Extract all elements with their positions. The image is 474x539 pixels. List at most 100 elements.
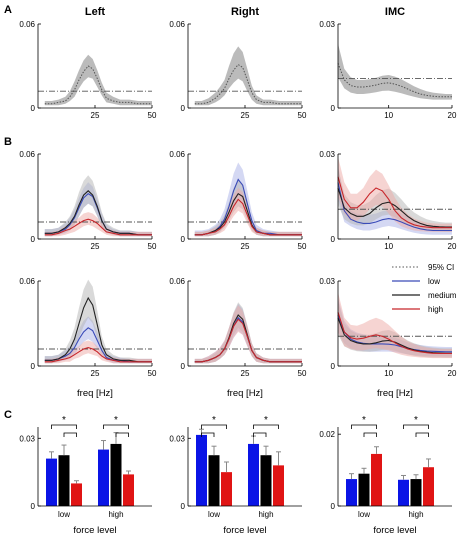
y-tick-label: 0	[31, 104, 36, 113]
significance-bracket	[351, 424, 377, 429]
bar-medium-high	[260, 455, 272, 506]
category-label-low: low	[58, 510, 70, 519]
ci-band-medium	[44, 54, 152, 106]
mean-line-low	[194, 178, 302, 236]
force-level-label-right: force level	[223, 525, 266, 536]
ci-band-medium	[194, 46, 302, 106]
y-tick-label: 0	[181, 502, 186, 511]
bar-low-low	[46, 458, 57, 506]
panel-a-right: 25 50 0 0.06	[169, 20, 307, 120]
y-tick-label: 0	[331, 502, 336, 511]
y-tick-label: 0.03	[169, 434, 185, 443]
ci-band-high	[194, 305, 302, 364]
y-tick-label: 0.03	[19, 434, 35, 443]
bar-medium-low	[358, 473, 370, 506]
category-label-high: high	[108, 510, 123, 519]
panel-a-left: 25 50 0 0.06	[19, 20, 157, 120]
force-level-label-left: force level	[73, 525, 116, 536]
bar-low-high	[248, 443, 259, 506]
y-tick-label: 0	[181, 235, 186, 244]
significance-bracket	[415, 432, 429, 437]
mean-line-high	[337, 176, 452, 229]
significance-star: *	[414, 415, 418, 426]
x-tick-label: 20	[448, 369, 457, 378]
bar-low-high	[98, 449, 109, 506]
y-tick-label: 0	[331, 362, 336, 371]
panel-b2-imc: 10 20 0 0.03	[319, 277, 457, 378]
bar-medium-low	[58, 455, 70, 506]
y-tick-label: 0	[181, 104, 186, 113]
bar-high-high	[123, 474, 134, 506]
x-axis-label-left: freq [Hz]	[77, 388, 113, 399]
mean-line-high	[44, 218, 152, 236]
legend-label-ci: 95% CI	[428, 263, 454, 272]
x-tick-label: 50	[298, 242, 307, 251]
column-title-right: Right	[231, 6, 259, 18]
x-axis-label-right: freq [Hz]	[227, 388, 263, 399]
significance-star: *	[264, 415, 268, 426]
bar-medium-high	[110, 443, 122, 506]
y-tick-label: 0	[331, 235, 336, 244]
x-axis-label-imc: freq [Hz]	[377, 388, 413, 399]
bar-high-low	[71, 483, 82, 506]
force-level-label-imc: force level	[373, 525, 416, 536]
bar-low-high	[398, 479, 409, 506]
significance-star: *	[212, 415, 216, 426]
significance-bracket	[201, 424, 227, 429]
ci-band-medium	[44, 279, 152, 364]
significance-bracket	[51, 424, 77, 429]
x-tick-label: 25	[241, 369, 250, 378]
significance-bracket	[403, 424, 429, 429]
y-tick-label: 0.06	[169, 20, 185, 29]
y-tick-label: 0.06	[169, 277, 185, 286]
y-tick-label: 0	[331, 104, 336, 113]
category-label-high: high	[258, 510, 273, 519]
x-tick-label: 25	[241, 111, 250, 120]
bar-medium-high	[410, 479, 422, 506]
legend-label-medium: medium	[428, 291, 457, 300]
x-tick-label: 50	[148, 242, 157, 251]
significance-bracket	[63, 432, 77, 437]
mean-line-medium	[337, 187, 452, 228]
ci-band-high	[338, 292, 452, 359]
significance-bracket	[253, 432, 267, 437]
panel-a-imc: 10 20 0 0.03	[319, 20, 457, 120]
significance-bracket	[363, 432, 377, 437]
legend-label-low: low	[428, 277, 440, 286]
category-label-low: low	[358, 510, 370, 519]
y-tick-label: 0.06	[19, 150, 35, 159]
x-tick-label: 50	[298, 369, 307, 378]
mean-line-high	[44, 347, 152, 363]
mean-line-high	[337, 312, 452, 355]
mean-line-medium	[337, 63, 452, 98]
significance-star: *	[114, 415, 118, 426]
legend-label-high: high	[428, 305, 443, 314]
x-tick-label: 25	[91, 242, 100, 251]
y-tick-label: 0.03	[319, 20, 335, 29]
category-label-low: low	[208, 510, 220, 519]
column-title-imc: IMC	[385, 6, 405, 18]
y-tick-label: 0.06	[19, 277, 35, 286]
bar-high-low	[371, 453, 382, 506]
panel-b1-right: 25 50 0 0.06	[169, 150, 307, 251]
mean-line-medium	[44, 296, 152, 363]
y-tick-label: 0	[31, 235, 36, 244]
y-tick-label: 0	[181, 362, 186, 371]
ci-band-high	[338, 156, 452, 232]
column-title-left: Left	[85, 6, 106, 18]
significance-bracket	[115, 432, 129, 437]
bar-high-high	[273, 465, 284, 506]
significance-star: *	[62, 415, 66, 426]
y-tick-label: 0.06	[169, 150, 185, 159]
bar-high-high	[423, 467, 434, 506]
significance-bracket	[201, 432, 215, 437]
x-tick-label: 25	[241, 242, 250, 251]
x-tick-label: 50	[148, 369, 157, 378]
y-tick-label: 0.03	[319, 150, 335, 159]
bar-low-low	[346, 479, 357, 506]
ci-band-medium	[338, 43, 452, 100]
ci-band-high	[44, 340, 152, 364]
panel-b1-imc: 10 20 0 0.03	[319, 150, 457, 251]
mean-line-low	[337, 182, 452, 232]
